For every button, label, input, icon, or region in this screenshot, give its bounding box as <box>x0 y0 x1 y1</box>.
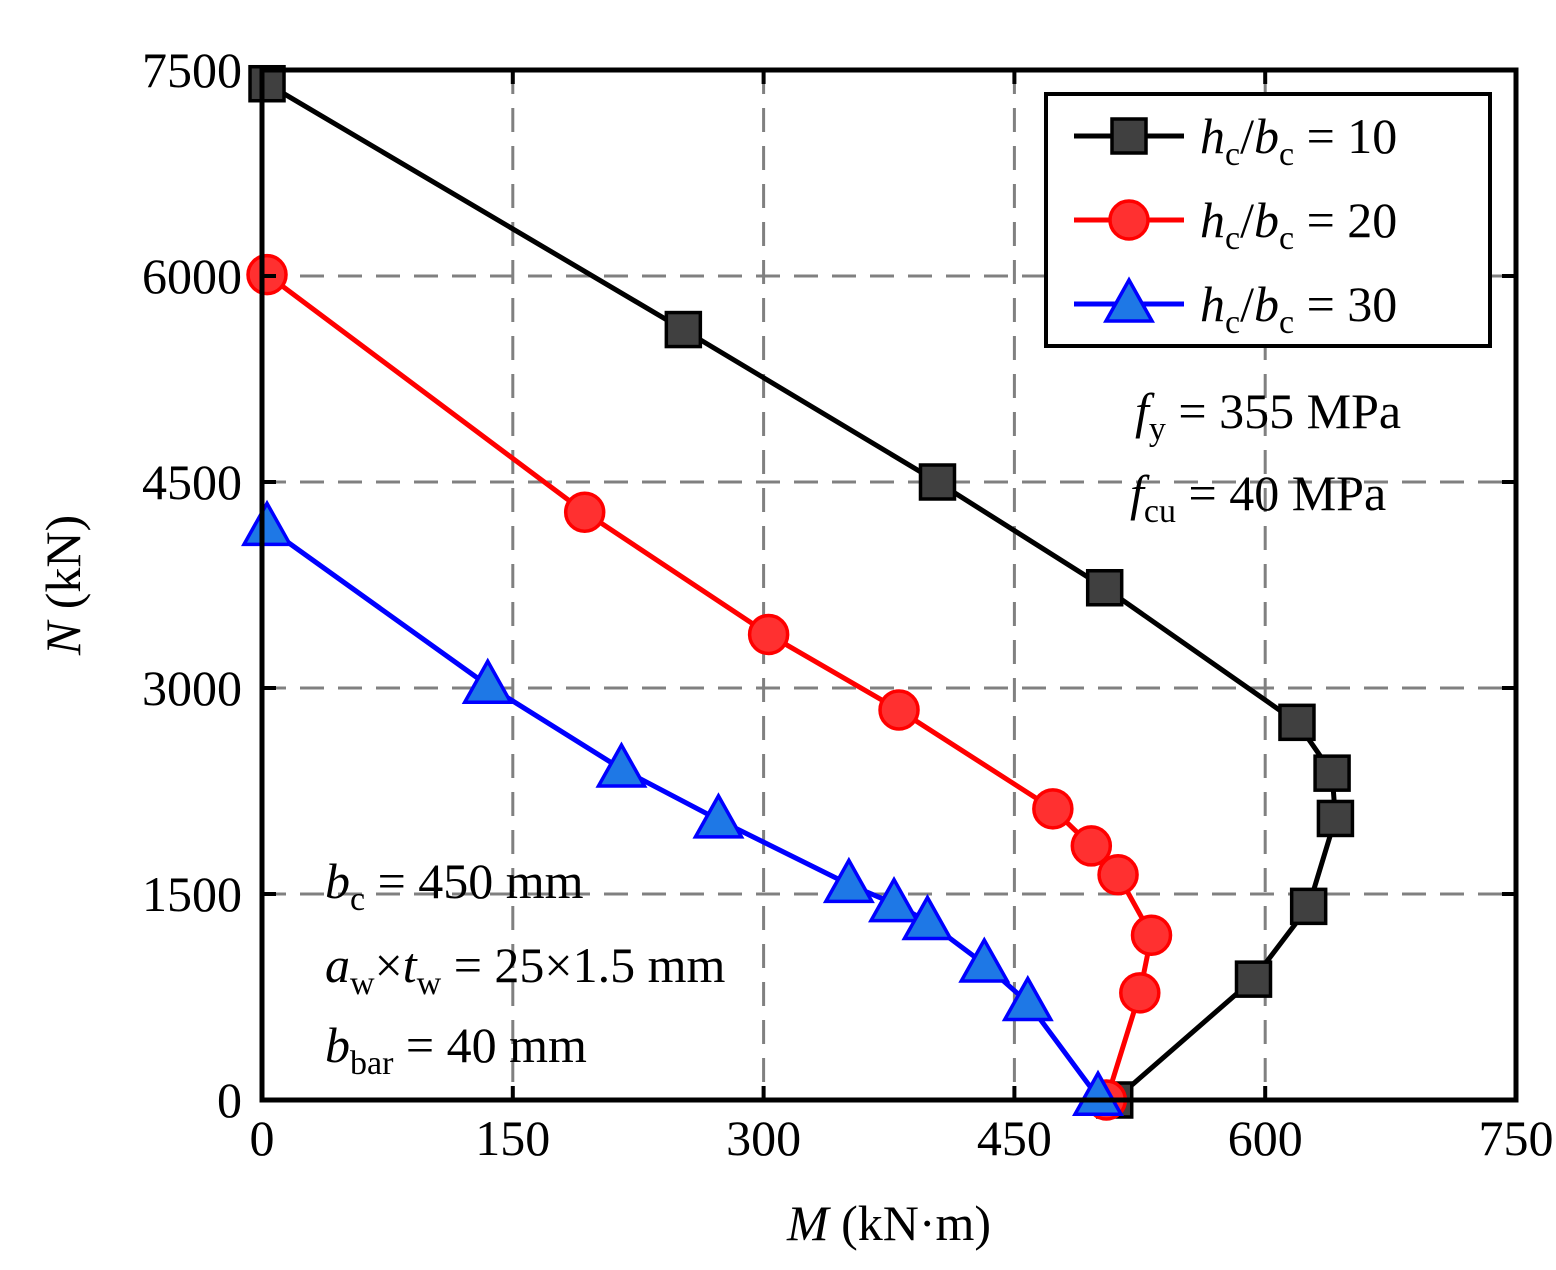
x-tick-label-150: 150 <box>475 1110 550 1166</box>
data-point-30-7 <box>958 936 1011 983</box>
annotation-fcu: fcu = 40 MPa <box>1130 465 1386 530</box>
data-point-30-5 <box>868 876 921 923</box>
data-point-10-6 <box>1316 799 1355 838</box>
legend: hc/bc = 10 hc/bc = 20 hc/bc = 30 <box>1044 92 1492 348</box>
data-point-10-5 <box>1313 754 1351 792</box>
x-tick-label-450: 450 <box>977 1110 1052 1166</box>
plot-frame <box>259 67 1519 1103</box>
x-axis-title: M (kN·m) <box>786 1195 991 1251</box>
data-point-30-3 <box>692 792 745 839</box>
legend-marker-30 <box>1103 276 1155 323</box>
annotation-aw-tw: aw×tw = 25×1.5 mm <box>325 937 726 1002</box>
y-tick-label-4500: 4500 <box>142 454 242 510</box>
data-point-20-8 <box>1119 972 1161 1014</box>
data-point-10-7 <box>1289 887 1328 926</box>
series-30 <box>241 499 1124 1117</box>
annotation-fy: fy = 355 MPa <box>1135 383 1401 448</box>
x-tick-label-750: 750 <box>1479 1110 1554 1166</box>
data-point-20-6 <box>1097 854 1139 896</box>
data-point-10-3 <box>1085 568 1124 607</box>
legend-marker-20 <box>1108 199 1150 241</box>
data-point-20-3 <box>878 689 920 731</box>
series-line-30 <box>265 525 1101 1099</box>
x-tick-label-600: 600 <box>1228 1110 1303 1166</box>
data-point-20-1 <box>563 491 606 533</box>
annotation-bc: bc = 450 mm <box>325 853 584 918</box>
legend-label-30: hc/bc = 30 <box>1200 276 1397 341</box>
annotation-bbar: bbar = 40 mm <box>325 1017 587 1082</box>
legend-item-30: hc/bc = 30 <box>1074 276 1397 341</box>
y-tick-label-7500: 7500 <box>142 42 242 98</box>
legend-item-10: hc/bc = 10 <box>1074 108 1397 173</box>
y-tick-label-1500: 1500 <box>142 866 242 922</box>
data-point-10-2 <box>918 463 957 501</box>
legend-label-10: hc/bc = 10 <box>1200 108 1397 173</box>
legend-marker-10 <box>1110 117 1148 155</box>
legend-label-20: hc/bc = 20 <box>1200 192 1397 257</box>
legend-item-20: hc/bc = 20 <box>1074 192 1397 257</box>
data-point-30-4 <box>822 856 875 904</box>
data-point-30-0 <box>241 499 294 547</box>
series-line-10 <box>265 81 1338 1102</box>
series-line-20 <box>265 272 1154 1101</box>
data-point-20-5 <box>1070 825 1113 867</box>
y-tick-label-0: 0 <box>217 1072 242 1128</box>
axis-ticks <box>262 70 1516 1100</box>
data-point-30-2 <box>595 741 648 788</box>
data-point-10-1 <box>664 310 703 349</box>
y-axis-title: N (kN) <box>35 515 91 656</box>
data-point-30-1 <box>461 657 514 705</box>
data-point-10-4 <box>1278 703 1316 742</box>
data-point-30-6 <box>901 893 954 941</box>
data-point-20-4 <box>1032 788 1074 830</box>
data-point-20-2 <box>747 613 790 656</box>
y-tick-label-3000: 3000 <box>142 660 242 716</box>
data-point-30-9 <box>1072 1069 1124 1117</box>
data-point-10-8 <box>1234 960 1273 998</box>
x-tick-label-300: 300 <box>726 1110 801 1166</box>
x-tick-label-0: 0 <box>250 1110 275 1166</box>
y-tick-label-6000: 6000 <box>142 248 242 304</box>
data-point-20-7 <box>1130 914 1173 956</box>
series-layer <box>241 64 1355 1121</box>
data-point-30-8 <box>1001 974 1054 1022</box>
legend-entries: hc/bc = 10 hc/bc = 20 hc/bc = 30 <box>1074 108 1397 341</box>
series-20 <box>246 253 1173 1121</box>
